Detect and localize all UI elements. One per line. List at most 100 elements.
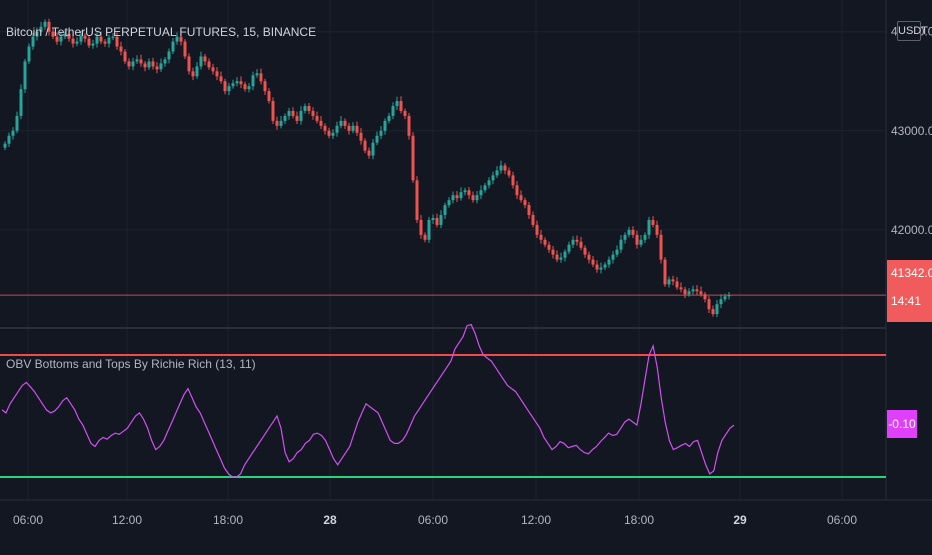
candle-body bbox=[591, 259, 595, 265]
candle-body bbox=[231, 83, 235, 87]
candle-body bbox=[447, 200, 451, 206]
candle-body bbox=[223, 81, 227, 92]
candle-body bbox=[67, 33, 71, 39]
obv-value-badge: -0.10 bbox=[887, 410, 917, 438]
candle-body bbox=[471, 195, 475, 201]
candlestick-series bbox=[3, 18, 731, 318]
grid-layer bbox=[0, 0, 932, 501]
candle-body bbox=[571, 239, 575, 245]
candle-body bbox=[179, 36, 183, 42]
candle-body bbox=[343, 120, 347, 126]
candle-body bbox=[95, 36, 99, 44]
candle-body bbox=[619, 239, 623, 250]
candle-body bbox=[467, 190, 471, 196]
candle-body bbox=[667, 279, 671, 285]
candle-body bbox=[259, 73, 263, 82]
candle-body bbox=[211, 67, 215, 72]
candle-body bbox=[655, 224, 659, 235]
candle-body bbox=[87, 38, 91, 46]
candle-body bbox=[99, 36, 103, 42]
candle-body bbox=[535, 224, 539, 235]
candle-body bbox=[391, 106, 395, 116]
candle-body bbox=[307, 106, 311, 111]
candle-body bbox=[531, 215, 535, 225]
candle-body bbox=[315, 115, 319, 121]
candle-body bbox=[687, 291, 691, 295]
candle-body bbox=[263, 81, 267, 92]
candle-body bbox=[439, 215, 443, 225]
candle-body bbox=[187, 56, 191, 72]
candle-body bbox=[27, 46, 31, 62]
candle-body bbox=[175, 36, 179, 42]
candle-body bbox=[403, 110, 407, 116]
candle-body bbox=[91, 43, 95, 46]
candle-body bbox=[299, 110, 303, 121]
candle-body bbox=[63, 33, 67, 37]
candle-body bbox=[155, 66, 159, 70]
last-price-badge: 41342.01 14:41 bbox=[887, 260, 932, 322]
currency-badge[interactable]: USDT bbox=[897, 21, 928, 41]
candle-body bbox=[599, 267, 603, 270]
candle-body bbox=[635, 234, 639, 245]
candle-body bbox=[587, 254, 591, 260]
candle-body bbox=[43, 21, 47, 27]
candle-body bbox=[135, 59, 139, 62]
candle-body bbox=[39, 26, 43, 32]
candle-body bbox=[367, 150, 371, 156]
candle-body bbox=[123, 51, 127, 62]
indicator-title[interactable]: OBV Bottoms and Tops By Richie Rich (13,… bbox=[6, 357, 256, 371]
candle-body bbox=[563, 251, 567, 258]
candle-body bbox=[727, 295, 731, 297]
candle-body bbox=[455, 195, 459, 199]
candle-body bbox=[699, 291, 703, 295]
candle-body bbox=[183, 41, 187, 57]
candle-body bbox=[559, 257, 563, 260]
candle-body bbox=[523, 200, 527, 206]
candle-body bbox=[275, 120, 279, 126]
candle-body bbox=[415, 180, 419, 220]
candle-body bbox=[7, 135, 11, 144]
candle-body bbox=[83, 35, 87, 39]
candle-body bbox=[399, 101, 403, 111]
candle-body bbox=[287, 110, 291, 116]
candle-body bbox=[711, 309, 715, 315]
candle-body bbox=[75, 41, 79, 44]
candle-body bbox=[615, 249, 619, 255]
candle-body bbox=[203, 56, 207, 62]
candle-body bbox=[543, 239, 547, 245]
candle-body bbox=[411, 135, 415, 181]
candle-body bbox=[163, 59, 167, 64]
candle-body bbox=[79, 35, 83, 42]
candle-body bbox=[419, 219, 423, 235]
candle-body bbox=[375, 135, 379, 143]
candle-body bbox=[335, 125, 339, 133]
candle-body bbox=[51, 31, 55, 37]
candle-body bbox=[359, 132, 363, 141]
x-tick-label: 18:00 bbox=[213, 513, 243, 527]
candle-body bbox=[363, 140, 367, 151]
candle-body bbox=[491, 175, 495, 181]
candle-body bbox=[607, 259, 611, 265]
candle-body bbox=[691, 289, 695, 292]
candle-body bbox=[371, 142, 375, 156]
candle-body bbox=[351, 125, 355, 131]
last-price-value: 41342.01 bbox=[891, 266, 932, 280]
candle-body bbox=[199, 56, 203, 67]
candle-body bbox=[319, 120, 323, 126]
candle-body bbox=[707, 299, 711, 310]
candle-body bbox=[127, 61, 131, 67]
x-tick-label: 06:00 bbox=[13, 513, 43, 527]
candle-body bbox=[555, 254, 559, 260]
candle-body bbox=[15, 115, 19, 131]
symbol-title[interactable]: Bitcoin / TetherUS PERPETUAL FUTURES, 15… bbox=[6, 25, 317, 39]
candle-body bbox=[191, 71, 195, 77]
candle-body bbox=[339, 120, 343, 126]
candle-body bbox=[279, 120, 283, 126]
candle-body bbox=[239, 81, 243, 85]
candle-body bbox=[423, 234, 427, 240]
candle-body bbox=[451, 195, 455, 201]
x-tick-label: 12:00 bbox=[112, 513, 142, 527]
candle-body bbox=[579, 241, 583, 248]
